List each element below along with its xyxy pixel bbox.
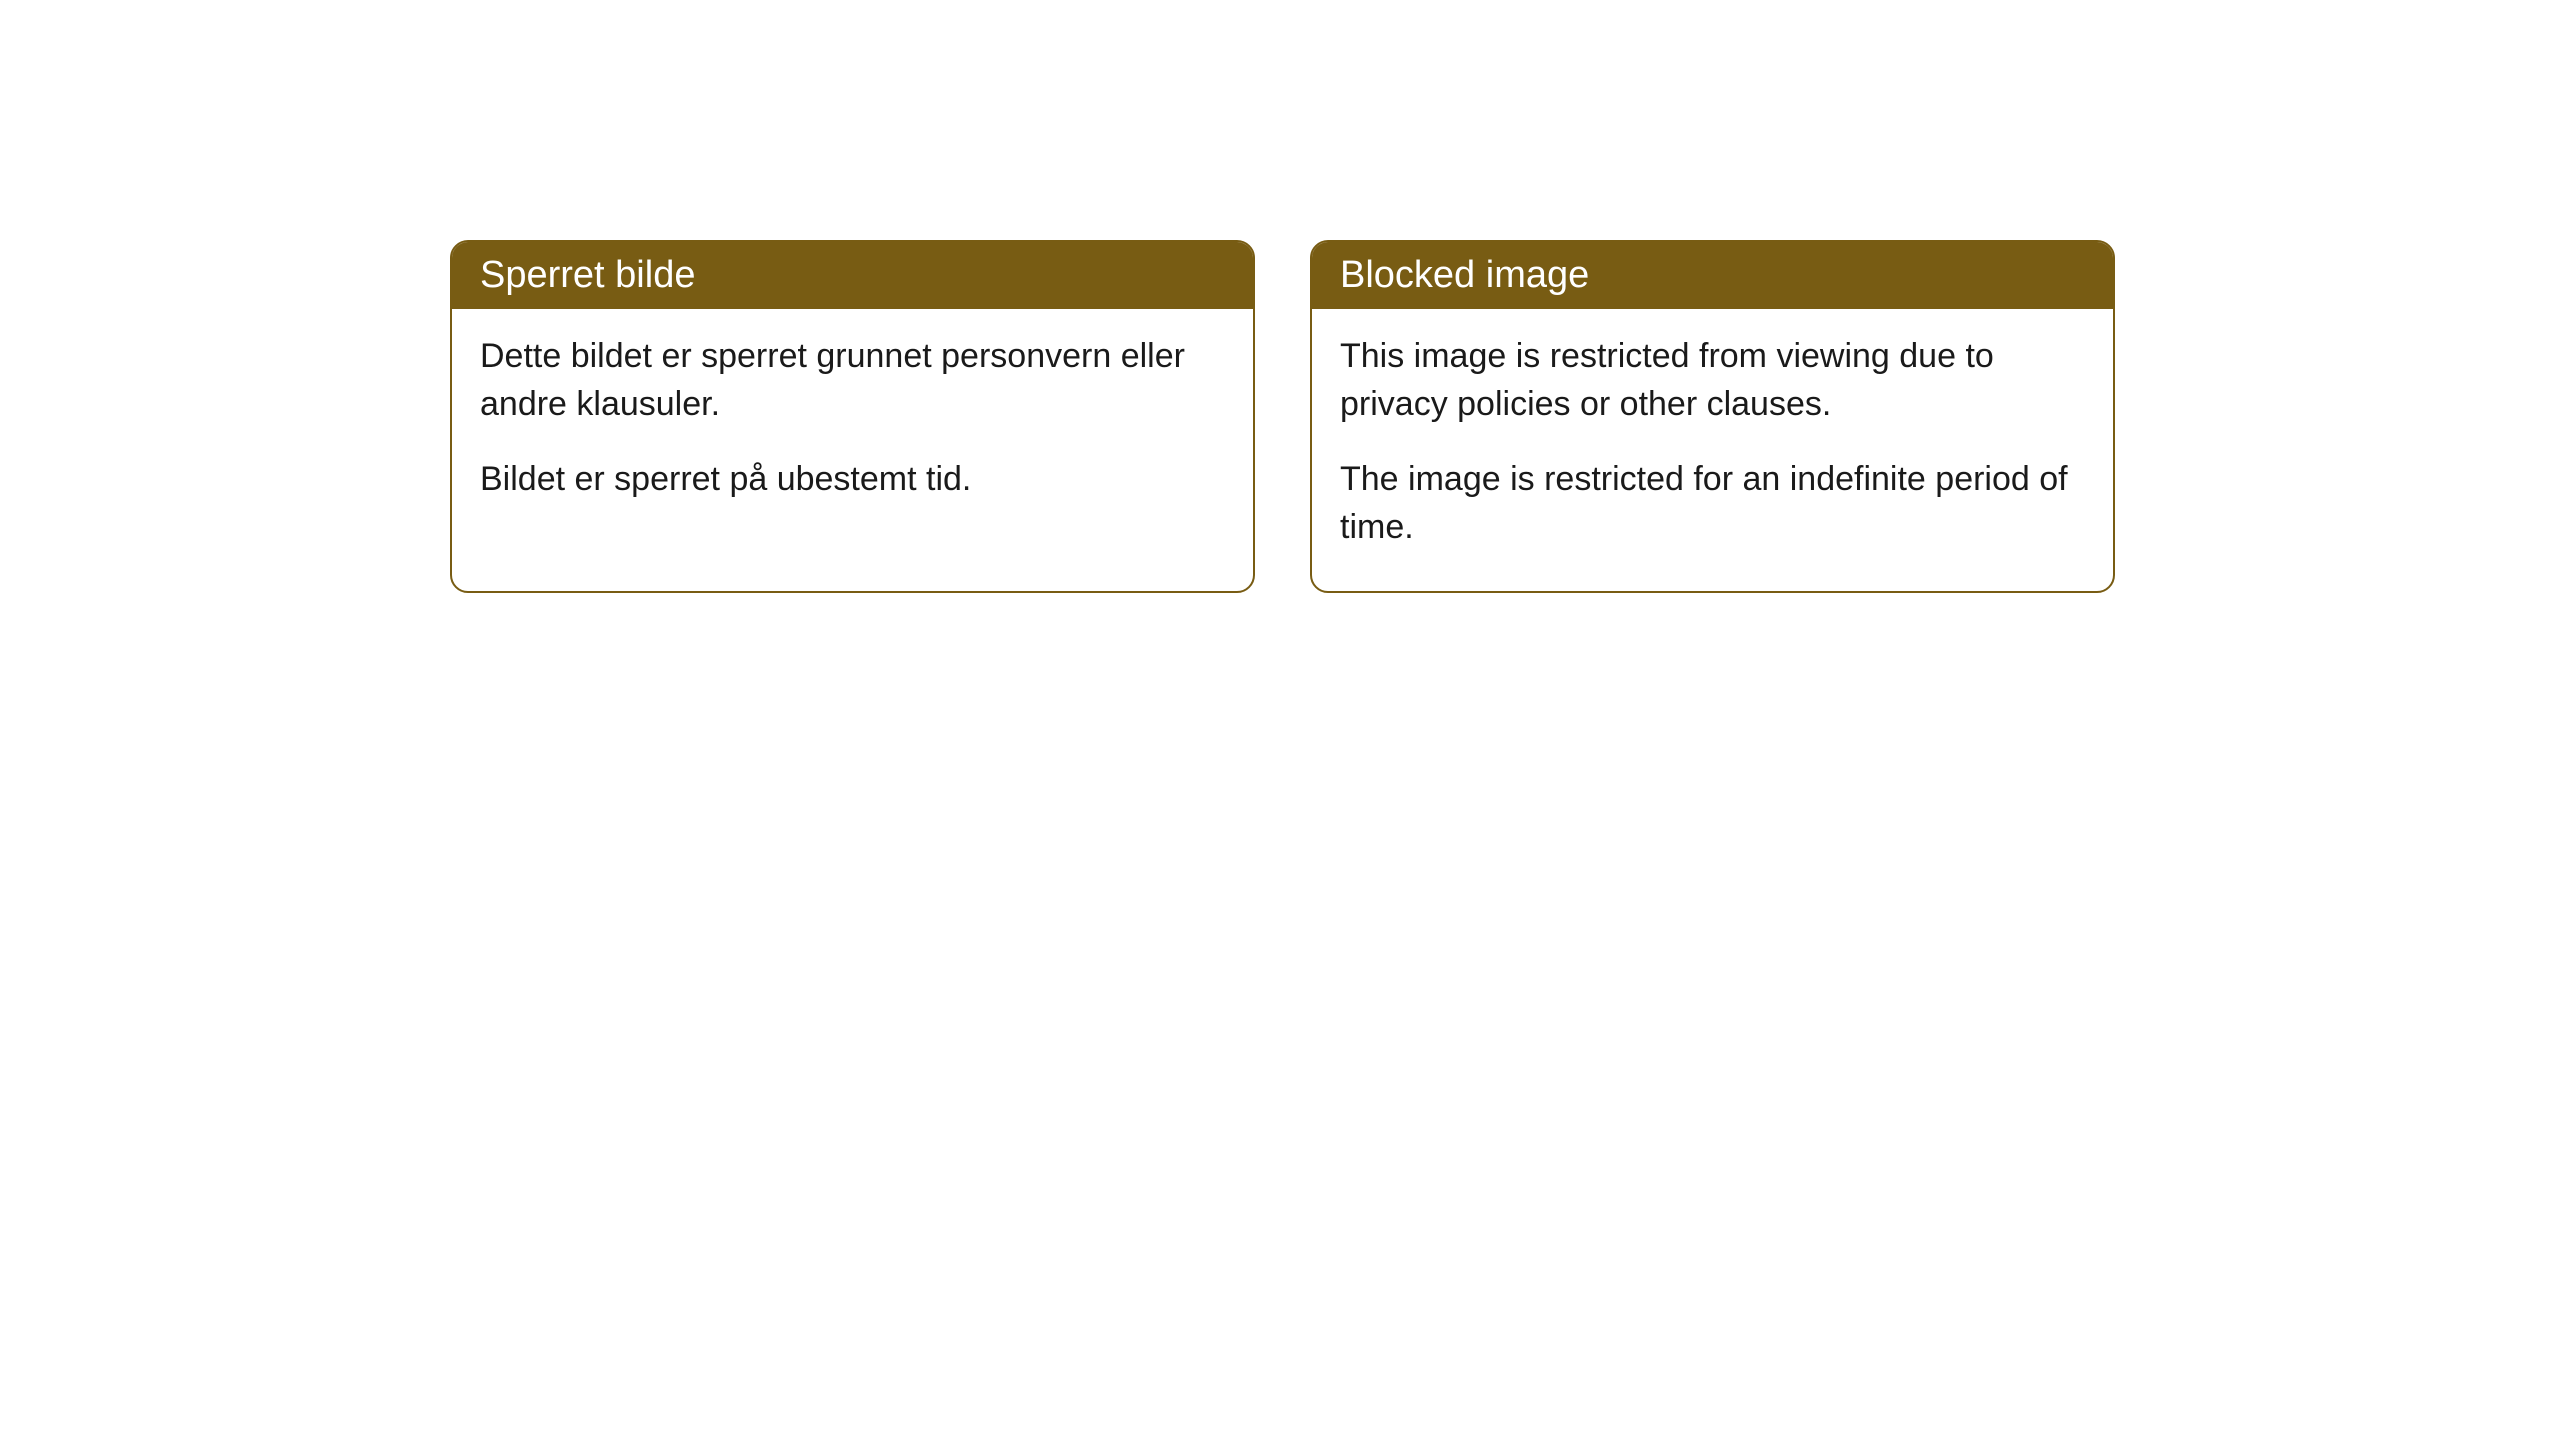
notice-card-norwegian: Sperret bilde Dette bildet er sperret gr… xyxy=(450,240,1255,593)
card-title: Sperret bilde xyxy=(480,254,695,296)
card-paragraph: The image is restricted for an indefinit… xyxy=(1340,456,2085,551)
card-header: Blocked image xyxy=(1312,242,2113,309)
card-paragraph: Bildet er sperret på ubestemt tid. xyxy=(480,456,1225,504)
notice-container: Sperret bilde Dette bildet er sperret gr… xyxy=(450,240,2115,593)
card-title: Blocked image xyxy=(1340,254,1589,296)
card-paragraph: This image is restricted from viewing du… xyxy=(1340,333,2085,428)
card-header: Sperret bilde xyxy=(452,242,1253,309)
card-body: This image is restricted from viewing du… xyxy=(1312,309,2113,591)
notice-card-english: Blocked image This image is restricted f… xyxy=(1310,240,2115,593)
card-body: Dette bildet er sperret grunnet personve… xyxy=(452,309,1253,544)
card-paragraph: Dette bildet er sperret grunnet personve… xyxy=(480,333,1225,428)
